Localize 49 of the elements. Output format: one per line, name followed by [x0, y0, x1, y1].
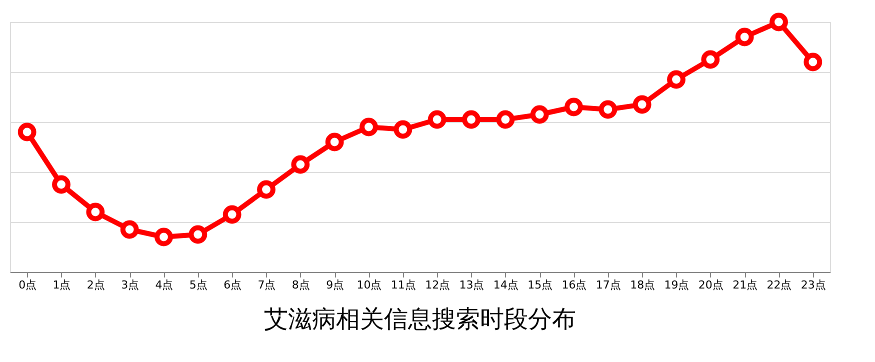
point [428, 110, 446, 129]
x-tick-label: 18点 [630, 278, 656, 292]
point [18, 122, 36, 142]
x-tick-label: 14点 [493, 278, 518, 292]
x-tick-label: 6点 [224, 278, 242, 292]
x-tick-label: 1点 [52, 278, 71, 292]
x-tick-label: 15点 [528, 278, 553, 292]
point [735, 28, 754, 46]
x-tick-label: 7点 [258, 278, 276, 292]
point [598, 100, 618, 119]
point [257, 180, 276, 199]
point [530, 105, 549, 124]
x-tick-label: 11点 [390, 278, 416, 292]
point [360, 118, 378, 136]
point [222, 205, 242, 224]
x-tick-label: 4点 [155, 278, 174, 292]
x-tick-label: 23点 [800, 278, 826, 292]
x-tick-label: 16点 [562, 278, 587, 292]
x-tick-label: 17点 [596, 278, 621, 292]
x-tick-label: 21点 [732, 278, 758, 292]
point [291, 155, 310, 174]
point [188, 225, 208, 244]
x-tick-label: 13点 [459, 278, 484, 292]
x-tick-label: 12点 [425, 278, 450, 292]
point [462, 110, 480, 129]
x-tick-label: 19点 [664, 278, 690, 292]
x-tick-label: 20点 [698, 278, 724, 292]
point [667, 70, 686, 89]
x-tick-label: 8点 [292, 278, 310, 292]
x-tick-label: 9点 [326, 278, 344, 292]
point [632, 95, 652, 114]
point [86, 202, 105, 222]
point [154, 228, 173, 246]
point [394, 120, 412, 139]
point [701, 50, 720, 69]
x-tick-label: 10点 [356, 278, 382, 292]
point [496, 110, 515, 129]
point [120, 220, 139, 239]
text: 艾滋病相关信息搜索时段分布 [264, 305, 576, 333]
x-tick-label: 3点 [121, 278, 140, 292]
x-tick-label: 22点 [766, 278, 792, 292]
x-tick-label: 2点 [86, 278, 105, 292]
point [564, 98, 583, 116]
point [770, 12, 788, 32]
x-tick-label: 5点 [189, 278, 208, 292]
x-tick-label: 0点 [18, 278, 37, 292]
point [325, 132, 344, 152]
point [52, 175, 70, 194]
point [804, 52, 822, 72]
